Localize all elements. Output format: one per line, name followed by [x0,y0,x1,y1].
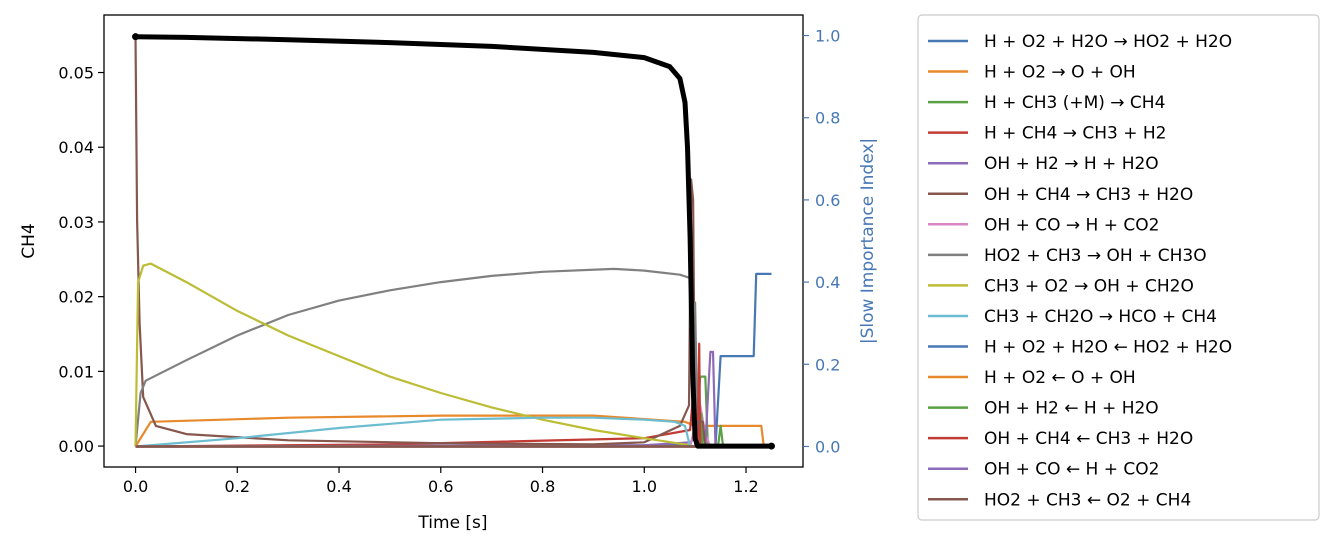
x-tick-label: 0.4 [326,477,351,496]
legend-label-14: OH + CH4 ← CH3 + H2O [984,429,1193,449]
ch4-end-marker [767,442,775,450]
y-axis-label-right: |Slow Importance Index| [858,138,878,344]
series-line-14 [135,342,772,448]
legend-label-9: CH3 + O2 → OH + CH2O [984,276,1194,296]
ch4-line [135,34,772,449]
y-axis-label-left: CH4 [19,223,39,258]
legend-label-6: OH + CH4 → CH3 + H2O [984,185,1193,205]
x-tick-label: 1.0 [632,477,657,496]
legend-label-16: HO2 + CH3 ← O2 + CH4 [984,490,1191,510]
legend-label-10: CH3 + CH2O → HCO + CH4 [984,307,1217,327]
y-left-tick-label: 0.03 [58,213,94,232]
y-right-tick-label: 0.0 [815,437,840,456]
y-right-tick-label: 0.4 [815,273,840,292]
x-tick-label: 0.2 [225,477,250,496]
series-line-9 [134,262,772,448]
legend-label-12: H + O2 ← O + OH [984,368,1136,388]
x-tick-label: 0.6 [428,477,453,496]
y-left-tick-label: 0.02 [58,288,94,307]
legend-box [917,14,1320,521]
legend-label-1: H + O2 + H2O → HO2 + H2O [984,32,1232,52]
x-tick-label: 1.2 [733,477,758,496]
axes: 0.0 0.2 0.4 0.6 0.8 1.0 1.2 0.00 0.01 0.02 0.03 0.0… [58,14,840,496]
legend-label-3: H + CH3 (+M) → CH4 [984,93,1165,113]
series-line-7 [135,404,772,448]
legend-label-4: H + CH4 → CH3 + H2 [984,124,1166,144]
y-right-tick-label: 1.0 [815,27,840,46]
series-line-4 [135,371,772,448]
legend-label-8: HO2 + CH3 → OH + CH3O [984,246,1207,266]
x-axis-label: Time [s] [417,513,487,533]
plot-frame [103,14,804,468]
x-tick-label: 0.8 [530,477,555,496]
y-right-tick-label: 0.2 [815,355,840,374]
y-right-tick-label: 0.6 [815,191,840,210]
series-line-6 [134,35,772,448]
y-left-tick-label: 0.04 [58,138,94,157]
legend-label-15: OH + CO ← H + CO2 [984,460,1159,480]
legend-label-13: OH + H2 ← H + H2O [984,399,1159,419]
series-line-10 [135,416,772,448]
legend-label-5: OH + H2 → H + H2O [984,154,1159,174]
x-tick-label: 0.0 [123,477,148,496]
legend-label-11: H + O2 + H2O ← HO2 + H2O [984,338,1232,358]
legend-label-7: OH + CO → H + CO2 [984,215,1159,235]
ch4-start-marker [132,33,140,41]
y-left-tick-label: 0.01 [58,362,94,381]
legend-label-2: H + O2 → O + OH [984,63,1136,83]
legend: H + O2 + H2O → HO2 + H2O H + O2 → O + OH H… [917,14,1320,521]
y-right-tick-label: 0.8 [815,109,840,128]
plot-area [132,33,775,450]
y-left-tick-label: 0.05 [58,64,94,83]
y-left-tick-label: 0.00 [58,437,94,456]
